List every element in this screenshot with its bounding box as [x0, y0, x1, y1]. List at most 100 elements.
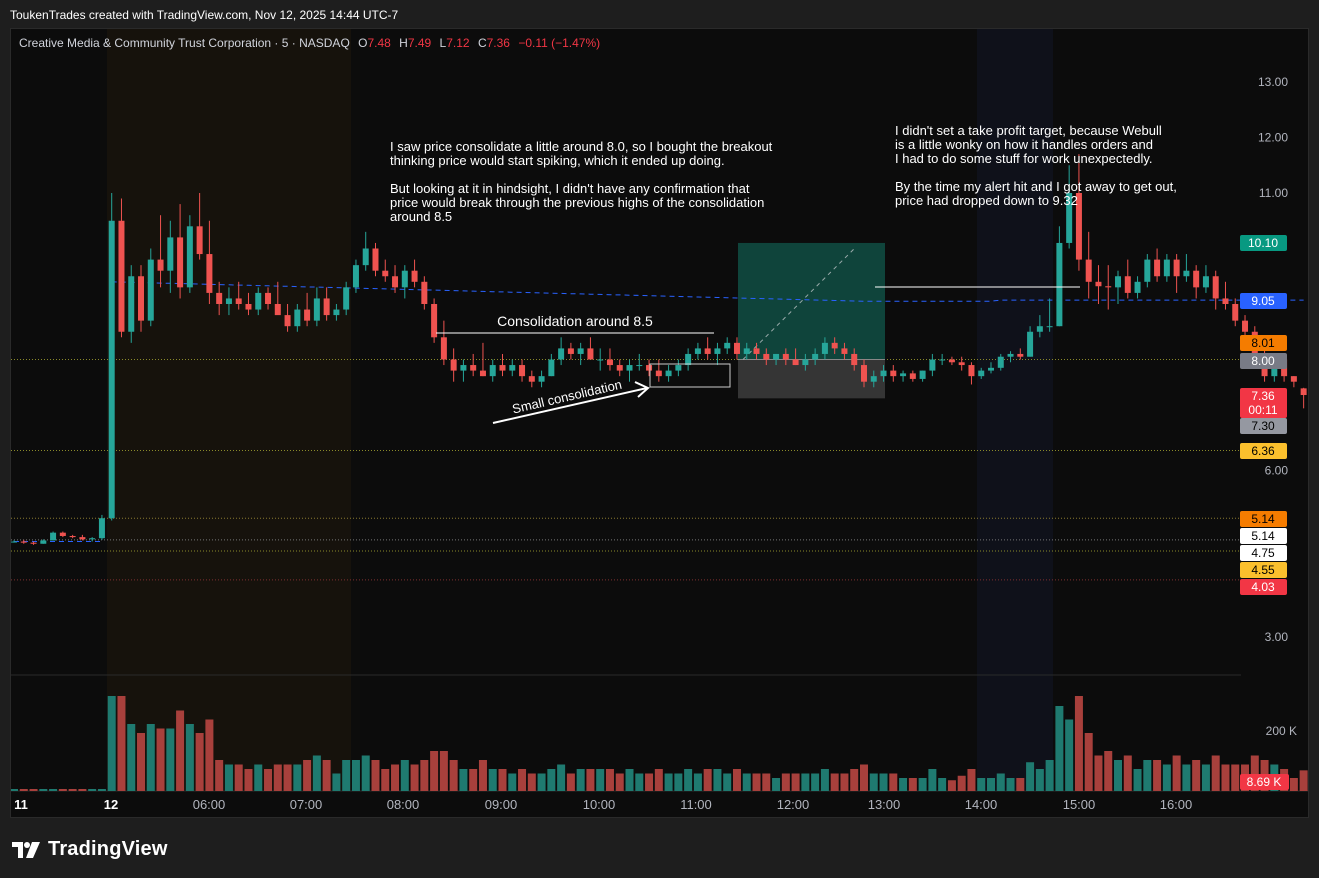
note-left-line: I saw price consolidate a little around …	[390, 139, 773, 154]
candle-body	[714, 348, 721, 354]
legend-open-value: 7.48	[367, 36, 391, 50]
legend-close-value: 7.36	[487, 36, 511, 50]
price-tag[interactable]: 4.03	[1240, 579, 1287, 595]
volume-bar	[127, 724, 136, 791]
price-tag[interactable]: 8.00	[1240, 353, 1287, 369]
volume-bar	[987, 778, 995, 791]
volume-bar	[185, 724, 194, 791]
volume-bar	[283, 764, 292, 791]
candle-body	[1290, 376, 1297, 382]
volume-bar	[1123, 755, 1132, 791]
candle-body	[567, 348, 574, 354]
volume-bar	[68, 789, 77, 791]
candle-body	[1242, 320, 1249, 332]
volume-bar	[58, 789, 67, 791]
candle-body	[948, 359, 955, 363]
candle-body	[958, 362, 965, 366]
volume-bar	[146, 724, 155, 791]
price-tag[interactable]: 4.75	[1240, 545, 1287, 561]
volume-bar	[713, 769, 722, 791]
note-right[interactable]: I didn't set a take profit target, becau…	[895, 123, 1177, 208]
note-left-line: around 8.5	[390, 209, 452, 224]
volume-bar	[351, 760, 360, 791]
price-tag[interactable]: 5.14	[1240, 511, 1287, 527]
candle-body	[548, 359, 555, 377]
time-tick: 07:00	[290, 797, 323, 812]
candle-body	[411, 270, 418, 282]
note-left[interactable]: I saw price consolidate a little around …	[390, 139, 773, 224]
candle-body	[860, 365, 867, 382]
trade-path	[742, 247, 856, 360]
time-axis[interactable]: 11 12 06:00 07:00 08:00 09:00 10:00 11:00 12:00 1…	[14, 797, 1192, 812]
horizontal-levels	[11, 359, 1241, 581]
price-axis[interactable]: 13.00 12.00 11.00 6.00 3.00 200 K 10.10 9.05 8.0…	[1240, 75, 1297, 790]
candle-body	[167, 237, 174, 271]
price-tag[interactable]: 8.01	[1240, 335, 1287, 351]
candle-body	[1124, 276, 1131, 293]
volume-bar	[39, 789, 48, 791]
volume-bar	[928, 769, 937, 791]
candle-body	[792, 359, 799, 366]
tradingview-logo[interactable]: TradingView	[12, 838, 168, 861]
volume-bar	[478, 760, 487, 791]
chart-pane[interactable]: Consolidation around 8.5 Small consolidat…	[10, 28, 1309, 818]
price-tag-bg	[1240, 545, 1287, 561]
legend-high-value: 7.49	[408, 36, 432, 50]
price-tag[interactable]: 5.14	[1240, 528, 1287, 544]
candle-body	[606, 359, 613, 366]
candle-body	[333, 309, 340, 316]
volume-tag-bg	[1240, 774, 1289, 790]
volume-bar	[674, 773, 683, 791]
candle-body	[577, 348, 584, 354]
volume-bar	[645, 773, 654, 791]
arrow-head-icon	[634, 381, 650, 398]
volume-tick: 200 K	[1266, 724, 1297, 738]
vwap-polyline	[111, 281, 1304, 302]
candle-body	[841, 348, 848, 354]
volume-bar	[566, 773, 575, 791]
price-tag[interactable]: 7.30	[1240, 418, 1287, 434]
volume-bar	[938, 778, 947, 791]
volume-bar	[234, 764, 243, 791]
small-consolidation-box[interactable]	[649, 363, 731, 388]
price-tag[interactable]: 4.55	[1240, 562, 1287, 578]
volume-bar	[244, 769, 253, 791]
price-tag-bg	[1240, 235, 1287, 251]
candle-body	[519, 365, 526, 377]
price-tag[interactable]: 6.36	[1240, 443, 1287, 459]
candle-body	[206, 254, 213, 293]
price-tag-bg	[1240, 293, 1287, 309]
arrow-line[interactable]	[492, 387, 648, 424]
loss-zone[interactable]	[738, 359, 885, 399]
candle-body	[196, 226, 203, 255]
candle-body	[782, 353, 789, 360]
volume-bars	[10, 696, 1308, 791]
price-tag[interactable]: 9.05	[1240, 293, 1287, 309]
legend-close-label: C	[478, 36, 487, 50]
volume-bar	[762, 773, 771, 791]
price-tag-label: 5.14	[1251, 529, 1275, 543]
volume-bar	[273, 764, 282, 791]
volume-bar	[205, 719, 214, 791]
volume-bar	[605, 769, 614, 791]
price-tick: 13.00	[1258, 75, 1288, 89]
volume-bar	[693, 773, 702, 791]
volume-bar	[742, 773, 751, 791]
candle-body	[1144, 259, 1151, 282]
price-tag-bg	[1240, 443, 1287, 459]
candle-body	[675, 365, 682, 371]
volume-bar	[10, 789, 18, 791]
volume-bar	[224, 764, 233, 791]
candle-body	[733, 342, 740, 354]
price-tag-bg	[1240, 388, 1287, 418]
candle-body	[1085, 259, 1092, 282]
volume-bar	[1250, 755, 1259, 791]
candle-body	[1036, 326, 1043, 332]
price-tag[interactable]: 10.10	[1240, 235, 1287, 251]
volume-tag[interactable]: 8.69 K	[1240, 774, 1289, 790]
volume-bar	[1299, 770, 1308, 791]
candle-body	[704, 348, 711, 354]
volume-bar	[342, 760, 351, 791]
